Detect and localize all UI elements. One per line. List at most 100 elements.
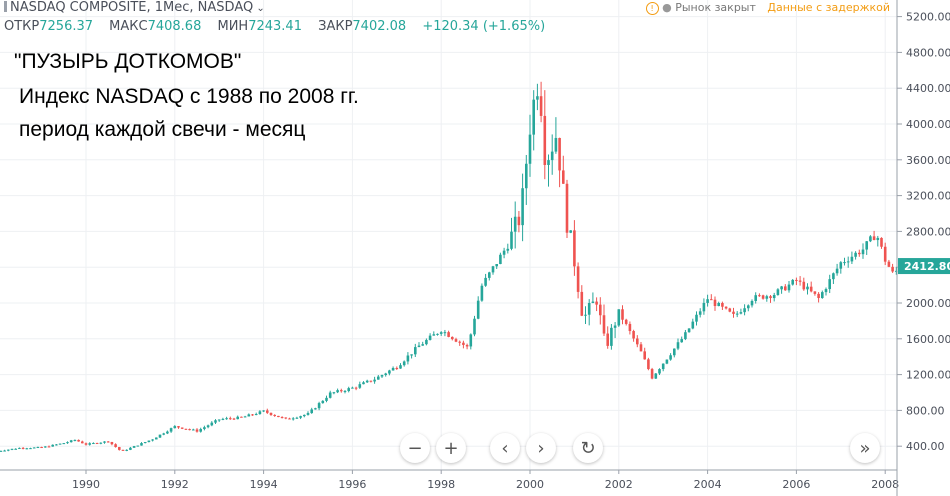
candle-body (225, 418, 228, 420)
candle-body (599, 304, 602, 316)
y-tick-label: 3200.00 (906, 190, 950, 203)
close-value: 7402.08 (352, 19, 407, 34)
candle-body (25, 448, 29, 450)
candle-body (680, 339, 683, 343)
y-tick-label: 1600.00 (906, 333, 950, 346)
candle-body (698, 311, 702, 315)
last-price-label: 2412.80 (904, 260, 950, 273)
candle-body (758, 295, 761, 297)
candle-body (384, 373, 387, 376)
candle-body (273, 414, 276, 416)
candle-body (613, 325, 617, 328)
candle-body (336, 390, 339, 393)
candle-body (813, 291, 817, 294)
symbol-header[interactable]: NASDAQ COMPOSITE, 1Mес, NASDAQ ⌄ (4, 0, 265, 15)
candle-body (806, 286, 809, 290)
candle-body (328, 392, 332, 398)
candle-body (40, 447, 43, 449)
candle-body (536, 96, 539, 100)
candle-body (36, 447, 40, 449)
candle-body (617, 309, 621, 326)
chevron-down-icon[interactable]: ⌄ (253, 3, 265, 14)
data-delay-label[interactable]: Данные с задержкой (767, 1, 890, 14)
candle-body (221, 418, 225, 420)
candle-body (761, 295, 765, 299)
y-tick-label: 4400.00 (906, 82, 950, 95)
candle-body (673, 348, 676, 356)
candle-body (854, 252, 857, 257)
candle-body (569, 230, 572, 233)
candle-body (95, 443, 99, 445)
candle-body (332, 392, 336, 394)
candle-body (517, 216, 521, 226)
candle-body (846, 261, 850, 263)
candle-body (3, 450, 6, 452)
candle-body (21, 447, 25, 449)
zoom-in-button[interactable]: + (436, 433, 466, 463)
candle-body (650, 369, 654, 379)
candle-body (173, 426, 177, 429)
reset-chart-button[interactable]: ↻ (573, 433, 603, 463)
candle-body (103, 441, 106, 443)
candle-body (883, 246, 887, 262)
candle-body (199, 429, 202, 432)
candle-body (643, 351, 646, 360)
candle-body (654, 373, 658, 379)
x-tick-label: 1998 (427, 478, 455, 491)
candle-body (861, 249, 865, 255)
candle-body (858, 252, 861, 255)
candle-body (865, 241, 868, 250)
candle-body (787, 284, 791, 291)
scroll-to-end-button[interactable]: » (850, 433, 880, 463)
candle-body (317, 403, 321, 409)
x-tick-label: 1994 (250, 478, 278, 491)
candle-body (62, 443, 66, 445)
zoom-out-button[interactable]: − (400, 433, 430, 463)
candle-body (214, 420, 217, 423)
open-value: 7256.37 (39, 19, 94, 34)
market-closed-label: Рынок закрыт (675, 1, 756, 14)
candle-body (824, 289, 828, 293)
candle-body (266, 410, 269, 413)
candle-body (288, 418, 291, 420)
candle-body (432, 334, 436, 336)
candle-body (254, 414, 258, 416)
candle-body (580, 291, 584, 316)
candle-body (77, 439, 80, 442)
candle-body (428, 335, 432, 340)
zoom-controls: − + (400, 433, 466, 467)
candle-body (188, 429, 191, 431)
candle-body (55, 444, 58, 446)
candle-body (462, 342, 465, 345)
candle-body (240, 416, 243, 418)
candle-body (410, 354, 413, 356)
reset-controls: ↻ (573, 433, 603, 467)
candle-body (203, 427, 206, 430)
candle-body (647, 359, 650, 370)
open-label: ОТКР (4, 19, 40, 34)
candle-body (303, 414, 306, 417)
candle-body (195, 429, 199, 432)
candle-body (354, 387, 358, 389)
scroll-left-button[interactable]: ‹ (490, 433, 520, 463)
scroll-right-button[interactable]: › (526, 433, 556, 463)
candle-body (391, 367, 395, 371)
candle-body (129, 447, 132, 450)
candle-body (809, 286, 813, 292)
ohlc-legend: ОТКР7256.37 МАКС7408.68 МИН7243.41 ЗАКР7… (4, 19, 557, 34)
candle-body (414, 347, 417, 355)
candle-body (232, 418, 236, 420)
candle-body (147, 440, 151, 443)
candle-body (88, 443, 91, 445)
candle-body (291, 418, 295, 420)
candle-body (702, 302, 706, 312)
candle-body (658, 369, 661, 374)
candle-body (595, 301, 598, 305)
scroll-end-controls: » (850, 433, 880, 467)
candle-body (140, 443, 143, 446)
candle-body (262, 410, 265, 412)
candle-body (81, 441, 84, 444)
candle-body (99, 442, 103, 444)
candle-body (373, 379, 376, 382)
